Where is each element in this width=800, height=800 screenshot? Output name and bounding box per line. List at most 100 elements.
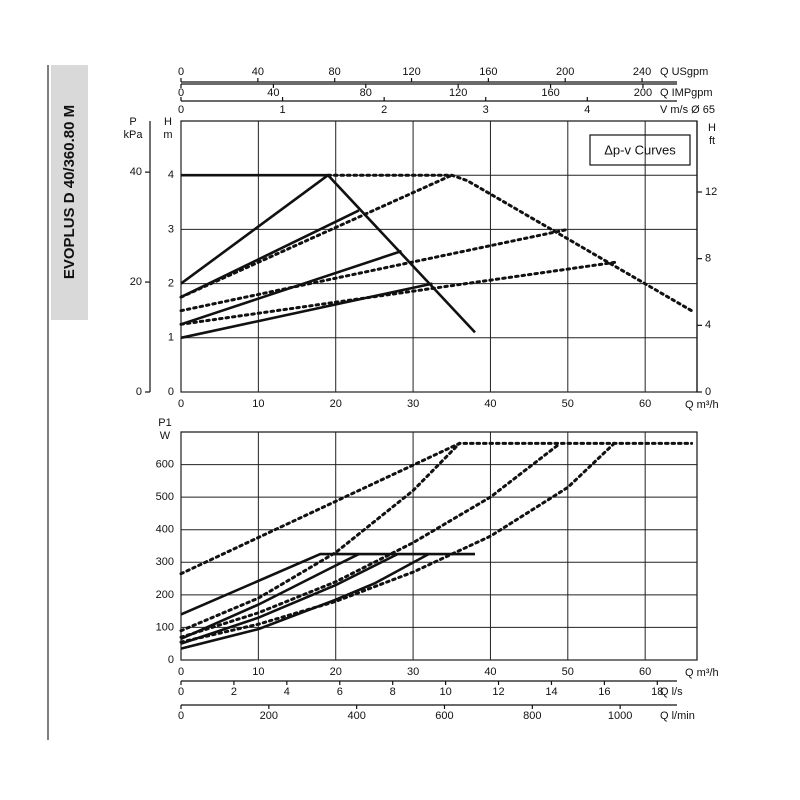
y-tick-label: 300 — [156, 556, 174, 568]
solid-curve — [180, 552, 360, 640]
tick-label: 8 — [390, 686, 396, 698]
tick-label: 200 — [634, 87, 652, 99]
tick-label: 40 — [267, 87, 279, 99]
tick-label: 240 — [633, 66, 651, 78]
y-tick-label: 3 — [168, 223, 174, 235]
y-tick-label: 600 — [156, 458, 174, 470]
axis-label: Q USgpm — [660, 66, 708, 78]
tick-label: 6 — [337, 686, 343, 698]
x-tick-label: 20 — [330, 666, 342, 678]
tick-label: 40 — [130, 166, 142, 178]
tick-label: 0 — [705, 386, 711, 398]
product-title: EVOPLUS D 40/360.80 M — [61, 105, 78, 279]
axis-label: Q IMPgpm — [660, 87, 713, 99]
x-tick-label: 10 — [252, 398, 264, 410]
x-tick-label: 0 — [178, 666, 184, 678]
dotted-curve — [179, 260, 620, 326]
tick-label: 12 — [492, 686, 504, 698]
annotation-box — [589, 134, 691, 166]
annotation: Δp-v Curves — [604, 142, 676, 157]
axis-label: P1 — [158, 417, 171, 429]
tick-label: 80 — [329, 66, 341, 78]
dotted-curve — [179, 227, 570, 313]
tick-label: 0 — [178, 104, 184, 116]
x-tick-label: 40 — [484, 398, 496, 410]
y-tick-label: 1 — [168, 332, 174, 344]
tick-label: 1 — [280, 104, 286, 116]
tick-label: 4 — [584, 104, 590, 116]
solid-curve — [180, 552, 399, 645]
tick-label: 8 — [705, 253, 711, 265]
x-tick-label: 30 — [407, 398, 419, 410]
solid-curve — [180, 552, 475, 616]
y-tick-label: 200 — [156, 589, 174, 601]
axis-label: W — [160, 430, 171, 442]
tick-label: 0 — [178, 66, 184, 78]
tick-label: 800 — [523, 710, 541, 722]
x-tick-label: 30 — [407, 666, 419, 678]
x-tick-label: 60 — [639, 398, 651, 410]
y-tick-label: 0 — [168, 654, 174, 666]
axis-label: m — [163, 129, 172, 141]
tick-label: 12 — [705, 186, 717, 198]
y-tick-label: 2 — [168, 278, 174, 290]
tick-label: 400 — [347, 710, 365, 722]
solid-curve — [180, 174, 329, 285]
tick-label: 200 — [556, 66, 574, 78]
tick-label: 600 — [435, 710, 453, 722]
tick-label: 1000 — [608, 710, 632, 722]
tick-label: 200 — [260, 710, 278, 722]
tick-label: 160 — [541, 87, 559, 99]
tick-label: 2 — [231, 686, 237, 698]
axis-label: V m/s Ø 65 — [660, 104, 715, 116]
y-tick-label: 100 — [156, 621, 174, 633]
tick-label: 40 — [252, 66, 264, 78]
tick-label: 0 — [136, 386, 142, 398]
y-tick-label: 0 — [168, 386, 174, 398]
x-tick-label: 50 — [562, 666, 574, 678]
y-tick-label: 500 — [156, 491, 174, 503]
solid-curve — [180, 282, 433, 340]
axis-label: P — [129, 116, 136, 128]
tick-label: 10 — [439, 686, 451, 698]
x-tick-label: 20 — [330, 398, 342, 410]
tick-label: 2 — [381, 104, 387, 116]
tick-label: 80 — [360, 87, 372, 99]
x-tick-label: 0 — [178, 398, 184, 410]
tick-label: 18 — [651, 686, 663, 698]
label-box — [51, 65, 88, 320]
dotted-curve — [179, 441, 616, 644]
tick-label: 14 — [545, 686, 557, 698]
y-tick-label: 400 — [156, 524, 174, 536]
axis-label: Q l/s — [660, 686, 683, 698]
axis-label: H — [164, 116, 172, 128]
tick-label: 4 — [284, 686, 290, 698]
tick-label: 120 — [402, 66, 420, 78]
x-tick-label: 60 — [639, 666, 651, 678]
dotted-curve — [179, 441, 461, 633]
tick-label: 4 — [705, 319, 711, 331]
tick-label: 120 — [449, 87, 467, 99]
x-tick-label: 40 — [484, 666, 496, 678]
tick-label: 0 — [178, 686, 184, 698]
tick-label: 3 — [483, 104, 489, 116]
axis-label: H — [708, 122, 716, 134]
tick-label: 0 — [178, 87, 184, 99]
x-tick-label: 10 — [252, 666, 264, 678]
tick-label: 16 — [598, 686, 610, 698]
dotted-curve — [326, 173, 694, 313]
axis-label: kPa — [124, 129, 144, 141]
tick-label: 0 — [178, 710, 184, 722]
x-tick-label: 50 — [562, 398, 574, 410]
x-axis-label: Q m³/h — [685, 667, 719, 679]
y-tick-label: 4 — [168, 169, 174, 181]
dotted-curve — [179, 441, 562, 639]
solid-curve — [180, 552, 430, 650]
dotted-curve — [179, 173, 454, 299]
tick-label: 20 — [130, 276, 142, 288]
axis-label: Q l/min — [660, 710, 695, 722]
tick-label: 160 — [479, 66, 497, 78]
x-axis-label: Q m³/h — [685, 399, 719, 411]
axis-label: ft — [709, 135, 715, 147]
